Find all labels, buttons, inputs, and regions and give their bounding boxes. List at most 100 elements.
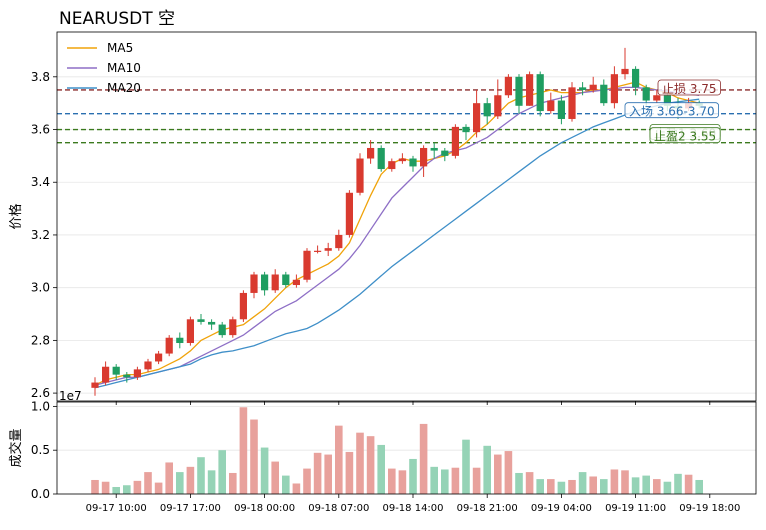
volume-bar — [133, 480, 142, 494]
volume-bar — [621, 470, 629, 494]
volume-bar — [260, 447, 269, 494]
price-levels — [57, 89, 756, 144]
candle-body — [504, 76, 512, 96]
candle-body — [557, 100, 565, 119]
volume-bar — [653, 479, 661, 494]
volume-bar — [483, 445, 491, 494]
price-y-tick-label: 3.6 — [31, 123, 50, 137]
candle-body — [610, 74, 618, 104]
volume-bar — [292, 483, 301, 494]
candle-body — [441, 150, 449, 156]
volume-bar — [610, 469, 619, 494]
volume-bar — [197, 457, 205, 494]
candle-body — [600, 84, 608, 104]
legend-label-ma10: MA10 — [107, 61, 141, 75]
price-level-label-frame — [649, 127, 721, 144]
candle-body — [261, 274, 269, 291]
volume-bar — [207, 470, 216, 494]
candle-body — [642, 87, 650, 101]
volume-bars — [91, 407, 703, 494]
candle-body — [388, 161, 396, 170]
volume-y-tick-label: 1.0 — [31, 399, 50, 413]
volume-bar — [239, 407, 248, 494]
candle-body — [197, 319, 205, 322]
volume-bar — [674, 473, 682, 494]
volume-x-tick-label: 09-19 11:00 — [605, 503, 666, 514]
volume-bar — [123, 485, 131, 494]
candle-body — [229, 319, 237, 336]
candle-body — [589, 84, 597, 90]
ma-line-ma5 — [94, 81, 700, 386]
candle-body — [621, 68, 629, 75]
volume-bar — [430, 466, 438, 494]
legend-label-ma20: MA20 — [107, 81, 141, 95]
volume-bar — [684, 474, 693, 494]
candle-body — [420, 147, 428, 167]
candle-body — [133, 369, 141, 378]
volume-bar — [557, 481, 566, 494]
volume-bar — [589, 476, 597, 494]
ma-line-ma10 — [94, 86, 700, 386]
volume-bar — [229, 472, 237, 494]
volume-x-ticks: 09-17 10:00 09-17 17:00 09-18 00:00 09-18 0… — [86, 494, 740, 514]
candle-body — [112, 366, 120, 375]
volume-x-tick-label: 09-17 10:00 — [86, 503, 147, 514]
volume-x-tick-label: 09-18 14:00 — [382, 503, 443, 514]
price-y-tick-label: 3.4 — [31, 175, 50, 189]
candle-body — [377, 147, 385, 170]
volume-bar — [356, 432, 364, 494]
volume-bar — [631, 477, 640, 494]
volume-panel-frame — [56, 401, 757, 495]
volume-bar — [282, 475, 290, 494]
price-level-label: 止损 3.75 — [662, 82, 717, 96]
price-panel-frame — [56, 31, 757, 402]
candle-body — [165, 337, 173, 354]
price-level-label: 止盈2 3.55 — [654, 130, 716, 144]
candle-body — [282, 274, 290, 286]
price-offset-label: 1e7 — [59, 389, 82, 403]
candle-body — [579, 87, 587, 90]
volume-bar — [419, 423, 428, 494]
volume-bar — [366, 436, 375, 494]
candle-body — [155, 353, 163, 362]
volume-bar — [377, 444, 385, 494]
volume-bar — [165, 462, 173, 494]
candle-body — [526, 74, 534, 106]
price-level-label-box: 入场 3.66-3.70 — [624, 102, 719, 119]
candle-body — [430, 147, 438, 151]
volume-y-axis-label: 成交量 — [8, 428, 24, 467]
volume-y-ticks: 0.0 0.5 1.0 — [31, 399, 57, 501]
price-level-label-frame — [657, 79, 721, 96]
volume-x-tick-label: 09-19 04:00 — [531, 503, 592, 514]
volume-bar — [663, 481, 672, 494]
volume-x-tick-label: 09-19 18:00 — [679, 503, 740, 514]
chart-title: NEARUSDT 空 — [59, 9, 175, 29]
volume-x-tick-label: 09-18 07:00 — [308, 503, 369, 514]
candle-body — [218, 324, 226, 336]
candle-body — [494, 95, 502, 117]
price-y-tick-label: 2.6 — [31, 386, 50, 400]
candle-body — [547, 100, 555, 112]
candle-body — [102, 366, 110, 383]
candle-body — [653, 95, 661, 101]
candle-body — [632, 68, 640, 88]
volume-bar — [504, 451, 513, 494]
candle-body — [123, 374, 131, 378]
candle-body — [335, 234, 343, 249]
candle-body — [536, 74, 544, 112]
price-y-tick-label: 3.8 — [31, 70, 50, 84]
chart-legend: MA5 MA10 MA20 — [67, 41, 141, 95]
volume-bar — [324, 454, 332, 494]
volume-y-tick-label: 0.5 — [31, 443, 50, 457]
candle-body — [271, 274, 279, 291]
candle-body — [186, 319, 194, 344]
candle-body — [144, 361, 152, 370]
volume-bar — [271, 461, 279, 494]
candle-body — [515, 76, 523, 106]
volume-bar — [568, 479, 576, 494]
volume-bar — [101, 481, 110, 494]
candle-body — [314, 250, 322, 252]
candle-body — [568, 87, 576, 119]
